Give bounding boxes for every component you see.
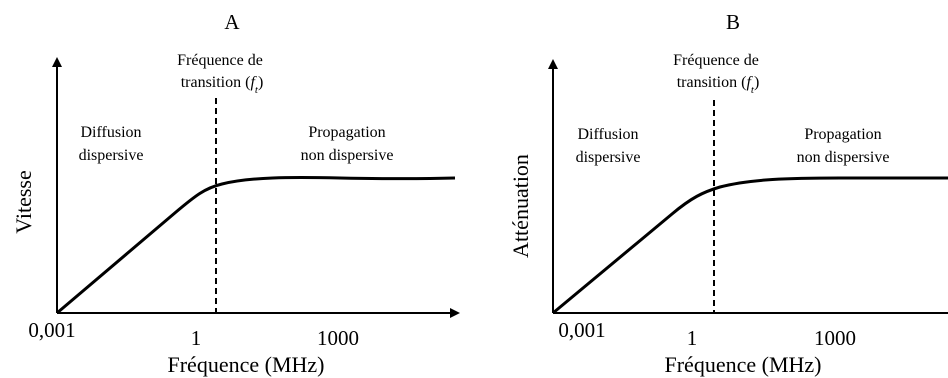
x-axis-label: Fréquence (MHz) [665,352,822,377]
transition-symbol: f [250,74,257,91]
panel-b: B Fréquence de transition (ft) Diffusion… [508,10,948,377]
response-curve [56,176,456,315]
y-axis-label: Atténuation [508,154,533,258]
response-curve [552,176,948,315]
transition-label-line1: Fréquence de [673,52,759,69]
transition-label-line1: Fréquence de [177,52,263,69]
transition-subscript: t [751,84,755,96]
tick-label: 1 [687,326,698,350]
panel-title: B [726,10,740,34]
right-region-label-line2: non dispersive [797,149,890,166]
tick-label: 0,001 [28,318,75,342]
tick-label: 1000 [317,326,359,350]
y-axis-label: Vitesse [11,170,36,233]
left-region-label-line1: Diffusion [577,126,638,143]
transition-label-prefix: transition ( [181,74,251,91]
transition-label-prefix: transition ( [677,74,747,91]
left-region-label-line2: dispersive [576,149,641,166]
x-axis-label: Fréquence (MHz) [168,352,325,377]
right-region-label-line1: Propagation [804,126,881,143]
panel-title: A [224,10,240,34]
transition-label-suffix: ) [258,74,263,91]
right-region-label-line2: non dispersive [301,147,394,164]
transition-label-line2: transition (ft) [677,74,760,96]
transition-symbol: f [746,74,753,91]
tick-label: 1000 [814,326,856,350]
panel-a: A Fréquence de transition (ft) Diffusion… [11,10,460,377]
tick-label: 0,001 [558,318,605,342]
left-region-label-line1: Diffusion [80,124,141,141]
right-region-label-line1: Propagation [308,124,385,141]
transition-label-suffix: ) [754,74,759,91]
left-region-label-line2: dispersive [79,147,144,164]
transition-label-line2: transition (ft) [181,74,264,96]
transition-subscript: t [255,84,259,96]
tick-label: 1 [191,326,202,350]
